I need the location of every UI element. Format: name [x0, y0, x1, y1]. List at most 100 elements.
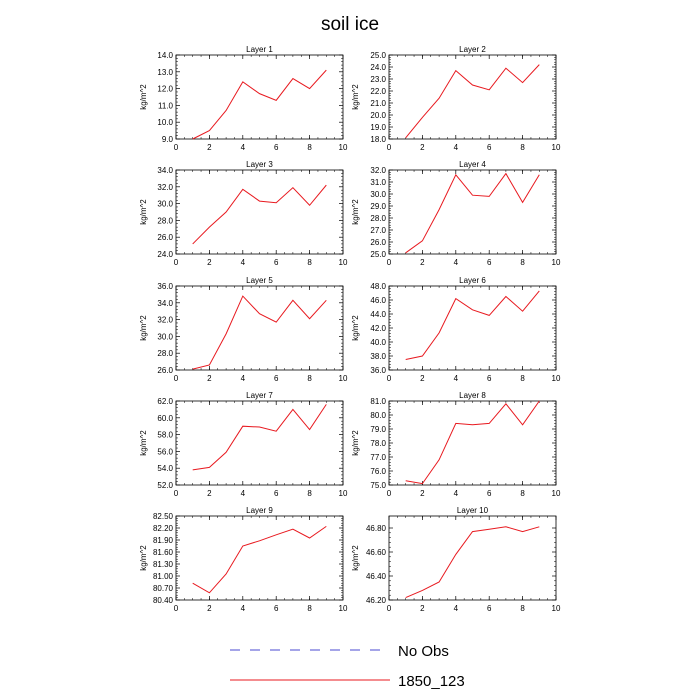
panel-title: Layer 4	[459, 160, 486, 169]
x-tick-label: 6	[487, 604, 492, 613]
series-line	[405, 172, 540, 254]
x-tick-label: 0	[174, 258, 179, 267]
x-tick-label: 8	[520, 374, 525, 383]
y-tick-label: 18.0	[370, 135, 386, 144]
series-line	[405, 526, 540, 599]
y-tick-label: 42.0	[370, 324, 386, 333]
y-axis-label: kg/m^2	[351, 545, 360, 571]
y-tick-label: 81.00	[153, 572, 174, 581]
plot-frame	[175, 400, 344, 486]
y-tick-label: 20.0	[370, 111, 386, 120]
x-tick-label: 2	[420, 604, 425, 613]
y-tick-label: 23.0	[370, 75, 386, 84]
x-tick-label: 8	[307, 604, 312, 613]
chart-panel-layer-5: Layer 5 0 2 4 6 8 10 26.0 28.0 30.0 32.0 34.0 36.0 kg…	[139, 276, 348, 383]
y-tick-label: 38.0	[370, 352, 386, 361]
x-tick-label: 6	[274, 374, 279, 383]
x-tick-label: 2	[207, 143, 212, 152]
y-tick-label: 13.0	[157, 68, 173, 77]
y-tick-label: 30.0	[370, 190, 386, 199]
legend: No Obs 1850_123	[230, 643, 465, 690]
x-tick-label: 10	[339, 143, 348, 152]
panel-title: Layer 6	[459, 276, 486, 285]
y-tick-label: 77.0	[370, 453, 386, 462]
y-tick-label: 75.0	[370, 481, 386, 490]
x-tick-label: 4	[454, 143, 459, 152]
series-line	[192, 404, 327, 471]
y-axis-label: kg/m^2	[351, 315, 360, 341]
plot-frame	[175, 169, 344, 255]
plot-frame	[175, 285, 344, 371]
x-tick-label: 0	[387, 604, 392, 613]
x-tick-label: 2	[420, 374, 425, 383]
panel-title: Layer 10	[457, 506, 489, 515]
series-line	[192, 295, 327, 370]
series-line	[192, 184, 327, 245]
y-tick-label: 24.0	[157, 250, 173, 259]
x-tick-label: 8	[307, 143, 312, 152]
y-tick-label: 9.0	[162, 135, 174, 144]
chart-panel-layer-6: Layer 6 0 2 4 6 8 10 36.0 38.0 40.0 42.0 44.0 46.0 48…	[351, 276, 561, 383]
series-line	[192, 69, 327, 140]
x-tick-label: 0	[387, 258, 392, 267]
x-tick-label: 4	[241, 258, 246, 267]
chart-panel-layer-2: Layer 2 0 2 4 6 8 10 18.0 19.0 20.0 21.0 22.0 23.0 24…	[351, 45, 561, 152]
x-tick-label: 6	[487, 489, 492, 498]
y-tick-label: 12.0	[157, 85, 173, 94]
y-axis-label: kg/m^2	[139, 430, 148, 456]
panel-title: Layer 3	[246, 160, 273, 169]
x-tick-label: 0	[174, 374, 179, 383]
x-tick-label: 4	[241, 374, 246, 383]
chart-panel-layer-10: Layer 10 0 2 4 6 8 10 46.20 46.40 46.60 46.80 kg/m^…	[351, 506, 561, 613]
x-tick-label: 2	[207, 258, 212, 267]
y-tick-label: 28.0	[370, 214, 386, 223]
y-tick-label: 56.0	[157, 447, 173, 456]
x-tick-label: 4	[241, 604, 246, 613]
y-tick-label: 79.0	[370, 425, 386, 434]
y-tick-label: 10.0	[157, 118, 173, 127]
y-tick-label: 26.0	[157, 233, 173, 242]
y-tick-label: 40.0	[370, 338, 386, 347]
y-tick-label: 81.60	[153, 548, 174, 557]
y-tick-label: 32.0	[370, 166, 386, 175]
x-tick-label: 6	[274, 258, 279, 267]
y-tick-label: 21.0	[370, 99, 386, 108]
y-tick-label: 76.0	[370, 467, 386, 476]
x-tick-label: 6	[274, 489, 279, 498]
y-tick-label: 58.0	[157, 431, 173, 440]
y-tick-label: 46.80	[366, 524, 387, 533]
x-tick-label: 8	[520, 489, 525, 498]
y-tick-label: 24.0	[370, 63, 386, 72]
y-tick-label: 81.30	[153, 560, 174, 569]
y-tick-label: 32.0	[157, 316, 173, 325]
plot-frame	[388, 169, 557, 255]
y-tick-label: 81.90	[153, 536, 174, 545]
y-tick-label: 30.0	[157, 200, 173, 209]
x-tick-label: 10	[339, 374, 348, 383]
x-tick-label: 2	[207, 604, 212, 613]
y-tick-label: 26.0	[370, 238, 386, 247]
x-tick-label: 0	[174, 143, 179, 152]
x-tick-label: 0	[387, 143, 392, 152]
x-tick-label: 4	[241, 143, 246, 152]
x-tick-label: 4	[454, 604, 459, 613]
x-tick-label: 0	[387, 374, 392, 383]
chart-panel-layer-7: Layer 7 0 2 4 6 8 10 52.0 54.0 56.0 58.0 60.0 62.0 kg…	[139, 391, 348, 498]
panel-title: Layer 7	[246, 391, 273, 400]
y-tick-label: 14.0	[157, 51, 173, 60]
x-tick-label: 2	[207, 374, 212, 383]
x-tick-label: 8	[307, 258, 312, 267]
x-tick-label: 6	[487, 258, 492, 267]
y-tick-label: 28.0	[157, 216, 173, 225]
chart-panel-layer-3: Layer 3 0 2 4 6 8 10 24.0 26.0 28.0 30.0 32.0 34.0 kg…	[139, 160, 348, 267]
y-axis-label: kg/m^2	[351, 199, 360, 225]
x-tick-label: 10	[552, 604, 561, 613]
y-tick-label: 34.0	[157, 166, 173, 175]
y-tick-label: 48.0	[370, 282, 386, 291]
x-tick-label: 0	[174, 604, 179, 613]
x-tick-label: 2	[207, 489, 212, 498]
plot-frame	[175, 54, 344, 140]
y-tick-label: 29.0	[370, 202, 386, 211]
y-tick-label: 52.0	[157, 481, 173, 490]
x-tick-label: 0	[174, 489, 179, 498]
